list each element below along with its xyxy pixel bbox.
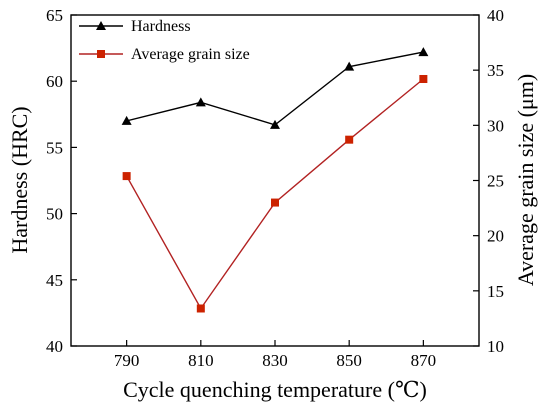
- series-0-point-870: [418, 47, 429, 57]
- y-right-tick-label-35: 35: [487, 61, 504, 80]
- y-left-tick-label-60: 60: [46, 72, 63, 91]
- y-left-tick-label-55: 55: [46, 138, 63, 157]
- y-right-tick-label-20: 20: [487, 227, 504, 246]
- legend-hardness-triangle-icon: [96, 21, 106, 30]
- legend-hardness-label: Hardness: [131, 18, 191, 35]
- y-left-tick-label-40: 40: [46, 337, 63, 356]
- x-tick-label-830: 830: [262, 351, 288, 370]
- series-1-point-830: [271, 198, 279, 207]
- plot-frame: [70, 14, 480, 347]
- series-0-point-790: [121, 115, 132, 125]
- y-left-tick-label-45: 45: [46, 271, 63, 290]
- y-right-tick-label-25: 25: [487, 172, 504, 191]
- series-1-point-790: [122, 172, 131, 181]
- tick-layer: 790 810 830 850 870 40 45 50 55 60 65 10 15 20 25 30 35 4…: [46, 6, 504, 370]
- x-axis-title: Cycle quenching temperature (℃): [123, 377, 427, 402]
- y-right-tick-label-30: 30: [487, 116, 504, 135]
- y-right-tick-label-40: 40: [487, 6, 504, 25]
- y-axis-right-title: Average grain size (μm): [513, 74, 538, 286]
- series-0-point-830: [270, 119, 280, 129]
- y-right-tick-label-15: 15: [487, 282, 504, 301]
- x-tick-label-850: 850: [336, 351, 362, 370]
- x-tick-label-790: 790: [114, 351, 140, 370]
- series-0-point-810: [195, 97, 206, 107]
- y-axis-left-title: Hardness (HRC): [7, 106, 32, 253]
- series-layer: [121, 47, 429, 313]
- x-tick-label-810: 810: [188, 351, 214, 370]
- legend-grain-label: Average grain size: [131, 46, 250, 63]
- legend-grain-square-icon: [97, 50, 105, 58]
- y-right-tick-label-10: 10: [487, 337, 504, 356]
- series-1-point-870: [419, 74, 428, 83]
- x-tick-label-870: 870: [411, 351, 437, 370]
- legend: Hardness Average grain size: [79, 18, 250, 63]
- series-line-1: [126, 78, 424, 310]
- series-0-point-850: [344, 61, 355, 71]
- y-left-tick-label-65: 65: [46, 6, 63, 25]
- series-1-point-810: [196, 304, 205, 313]
- y-left-tick-label-50: 50: [46, 205, 63, 224]
- series-1-point-850: [345, 135, 354, 144]
